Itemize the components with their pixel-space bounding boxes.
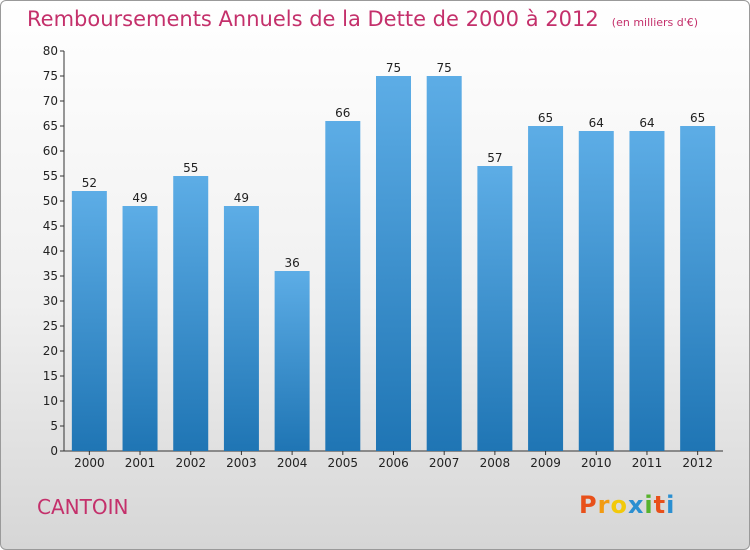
y-tick-label: 50 <box>43 194 58 208</box>
bar-2010 <box>578 131 614 451</box>
logo-letter: P <box>579 491 598 519</box>
bar-2004 <box>274 271 310 451</box>
logo-letter: r <box>597 491 611 519</box>
x-tick-label: 2006 <box>378 456 409 470</box>
bar-2009 <box>528 126 564 451</box>
value-label: 49 <box>132 191 147 205</box>
value-label: 36 <box>284 256 299 270</box>
bars <box>71 76 716 451</box>
y-tick-label: 75 <box>43 69 58 83</box>
y-tick-label: 25 <box>43 319 58 333</box>
bar-2007 <box>426 76 462 451</box>
bar-2012 <box>680 126 716 451</box>
x-tick-label: 2008 <box>480 456 511 470</box>
y-tick-label: 70 <box>43 94 58 108</box>
value-labels: 52 49 55 49 36 66 75 75 57 65 64 64 65 <box>82 61 706 270</box>
logo-letter: i <box>644 491 654 519</box>
value-label: 64 <box>639 116 654 130</box>
x-tick-label: 2009 <box>530 456 561 470</box>
x-axis: 2000 2001 2002 2003 2004 2005 2006 2007 2008 2009… <box>64 450 723 470</box>
proxiti-logo: Proxiti <box>579 491 675 519</box>
y-tick-label: 45 <box>43 219 58 233</box>
y-tick-label: 10 <box>43 394 58 408</box>
bar-2001 <box>122 206 158 451</box>
value-label: 57 <box>487 151 502 165</box>
commune-name: CANTOIN <box>37 495 129 519</box>
x-tick-label: 2001 <box>125 456 156 470</box>
x-tick-label: 2010 <box>581 456 612 470</box>
y-axis: 0 5 10 15 20 25 30 35 40 45 50 55 60 65 70 75 80 <box>43 44 65 458</box>
bar-2008 <box>477 166 513 451</box>
x-tick-label: 2007 <box>429 456 460 470</box>
chart-title: Remboursements Annuels de la Dette de 20… <box>27 7 599 31</box>
value-label: 52 <box>82 176 97 190</box>
value-label: 66 <box>335 106 350 120</box>
x-tick-label: 2004 <box>277 456 308 470</box>
logo-letter: i <box>666 491 676 519</box>
chart-unit: (en milliers d'€) <box>611 16 699 29</box>
logo-letter: o <box>610 491 628 519</box>
x-tick-label: 2011 <box>632 456 663 470</box>
value-label: 65 <box>538 111 553 125</box>
y-tick-label: 55 <box>43 169 58 183</box>
value-label: 64 <box>589 116 604 130</box>
value-label: 55 <box>183 161 198 175</box>
bar-2005 <box>325 121 361 451</box>
y-tick-label: 0 <box>50 444 58 458</box>
bar-2002 <box>173 176 209 451</box>
value-label: 65 <box>690 111 705 125</box>
y-tick-label: 60 <box>43 144 58 158</box>
bar-2003 <box>223 206 259 451</box>
bar-2011 <box>629 131 665 451</box>
y-tick-label: 20 <box>43 344 58 358</box>
logo-letter: t <box>653 491 667 519</box>
y-tick-label: 40 <box>43 244 58 258</box>
y-tick-label: 80 <box>43 44 58 58</box>
title-row: Remboursements Annuels de la Dette de 20… <box>27 7 698 31</box>
x-tick-label: 2000 <box>74 456 105 470</box>
y-tick-label: 65 <box>43 119 58 133</box>
x-tick-label: 2002 <box>175 456 206 470</box>
x-tick-label: 2005 <box>328 456 359 470</box>
x-tick-label: 2012 <box>682 456 713 470</box>
value-label: 75 <box>386 61 401 75</box>
value-label: 49 <box>234 191 249 205</box>
x-tick-label: 2003 <box>226 456 257 470</box>
bar-2000 <box>71 191 107 451</box>
y-tick-label: 35 <box>43 269 58 283</box>
value-label: 75 <box>437 61 452 75</box>
logo-letter: x <box>627 491 645 519</box>
y-tick-label: 30 <box>43 294 58 308</box>
y-tick-label: 5 <box>50 419 58 433</box>
bar-2006 <box>376 76 411 451</box>
y-tick-label: 15 <box>43 369 58 383</box>
